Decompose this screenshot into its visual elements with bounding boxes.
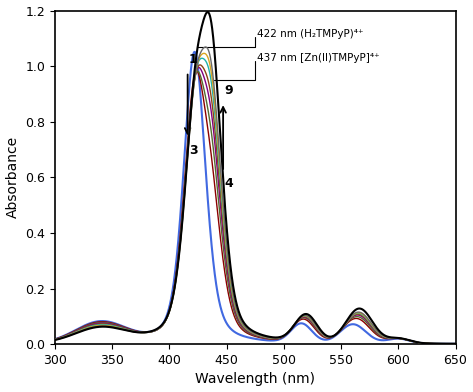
Text: 437 nm [Zn(II)TMPyP]⁴⁺: 437 nm [Zn(II)TMPyP]⁴⁺	[257, 53, 380, 63]
Y-axis label: Absorbance: Absorbance	[6, 136, 19, 218]
Text: 9: 9	[224, 84, 233, 97]
Text: 1: 1	[189, 53, 198, 66]
Text: 422 nm (H₂TMPyP)⁴⁺: 422 nm (H₂TMPyP)⁴⁺	[257, 29, 364, 39]
Text: 3: 3	[189, 144, 197, 157]
Text: 4: 4	[224, 177, 233, 191]
X-axis label: Wavelength (nm): Wavelength (nm)	[195, 372, 315, 387]
